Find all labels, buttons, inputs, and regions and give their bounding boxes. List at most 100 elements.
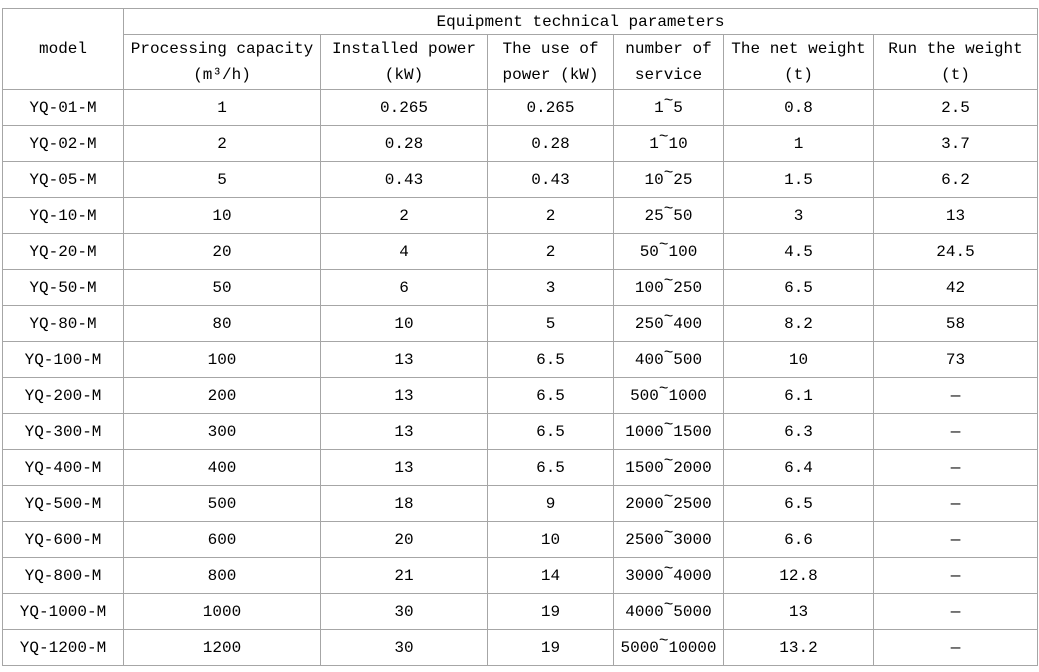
tilde: ~ [663, 199, 674, 218]
tilde: ~ [663, 91, 674, 110]
value-cell: 6.5 [723, 269, 874, 306]
value-cell: 13 [723, 593, 874, 630]
table-row: YQ-20-M 20 4 2 50~100 4.5 24.5 [2, 233, 1039, 270]
value-cell: 6.4 [723, 449, 874, 486]
value-cell: — [872, 485, 1039, 522]
value-cell: 2000~2500 [613, 485, 724, 522]
value-cell: 58 [872, 305, 1039, 342]
value-cell: 300 [123, 413, 321, 450]
value-cell: 5 [123, 161, 321, 198]
tilde: ~ [658, 379, 669, 398]
value-cell: 25~50 [613, 197, 724, 234]
table-row: YQ-05-M 5 0.43 0.43 10~25 1.5 6.2 [2, 161, 1039, 198]
model-cell: YQ-600-M [2, 521, 124, 558]
model-cell: YQ-1200-M [2, 629, 124, 666]
table-row: YQ-300-M 300 13 6.5 1000~1500 6.3— [2, 413, 1039, 450]
value-cell: 4000~5000 [613, 593, 724, 630]
value-cell: 1 [123, 89, 321, 126]
tilde: ~ [658, 235, 669, 254]
value-cell: 6.1 [723, 377, 874, 414]
value-cell: 30 [320, 593, 488, 630]
tilde: ~ [663, 523, 674, 542]
table-row: YQ-400-M 400 13 6.5 1500~2000 6.4— [2, 449, 1039, 486]
header-line-1: The use of [502, 40, 599, 58]
tilde: ~ [663, 595, 674, 614]
model-cell: YQ-800-M [2, 557, 124, 594]
table-row: YQ-500-M 500 18 9 2000~2500 6.5— [2, 485, 1039, 522]
table-title: Equipment technical parameters [122, 8, 1039, 35]
value-cell: 2 [320, 197, 488, 234]
value-cell: — [872, 413, 1039, 450]
value-cell: 42 [872, 269, 1039, 306]
value-cell: 13 [320, 377, 488, 414]
value-cell: 200 [123, 377, 321, 414]
value-cell: 1500~2000 [613, 449, 724, 486]
value-cell: 6.5 [487, 341, 614, 378]
tilde: ~ [663, 343, 674, 362]
table-row: YQ-800-M 800 21 14 3000~4000 12.8— [2, 557, 1039, 594]
value-cell: 0.28 [320, 125, 488, 162]
value-cell: 6.6 [723, 521, 874, 558]
model-cell: YQ-50-M [2, 269, 124, 306]
value-cell: 6 [320, 269, 488, 306]
value-cell: — [872, 449, 1039, 486]
table-row: YQ-100-M 100 13 6.5 400~500 10 73 [2, 341, 1039, 378]
table-row: YQ-50-M 50 6 3 100~250 6.5 42 [2, 269, 1039, 306]
value-cell: 100~250 [613, 269, 724, 306]
value-cell: 19 [487, 629, 614, 666]
value-cell: 2500~3000 [613, 521, 724, 558]
value-cell: 6.3 [723, 413, 874, 450]
model-cell: YQ-1000-M [2, 593, 124, 630]
header-line-2: (t) [784, 66, 813, 84]
title-row: model Equipment technical parameters [2, 8, 1039, 90]
value-cell: 3.7 [872, 125, 1039, 162]
value-cell: 14 [487, 557, 614, 594]
model-cell: YQ-100-M [2, 341, 124, 378]
value-cell: 1200 [123, 629, 321, 666]
value-cell: 9 [487, 485, 614, 522]
value-cell: 10 [487, 521, 614, 558]
header-line-1: number of [625, 40, 712, 58]
value-cell: 1000~1500 [613, 413, 724, 450]
table-row: YQ-200-M 200 13 6.5 500~1000 6.1— [2, 377, 1039, 414]
column-header-2: Installed power (kW) [320, 34, 488, 90]
value-cell: 3 [487, 269, 614, 306]
value-cell: — [872, 629, 1039, 666]
value-cell: 1~5 [613, 89, 724, 126]
table-row: YQ-10-M 10 2 2 25~50 3 13 [2, 197, 1039, 234]
value-cell: — [872, 521, 1039, 558]
subheader-row: Processing capacity (m³/h) Installed power… [3, 34, 1039, 90]
value-cell: 4 [320, 233, 488, 270]
model-cell: YQ-300-M [2, 413, 124, 450]
value-cell: 10~25 [613, 161, 724, 198]
header-line-1: Run the weight [888, 40, 1023, 58]
value-cell: 30 [320, 629, 488, 666]
model-cell: YQ-200-M [2, 377, 124, 414]
value-cell: 3000~4000 [613, 557, 724, 594]
column-header-3: The use of power (kW) [487, 34, 614, 90]
value-cell: 10 [320, 305, 488, 342]
value-cell: 24.5 [872, 233, 1039, 270]
header-line-2: service [634, 66, 703, 84]
value-cell: 3 [723, 197, 874, 234]
table-body: YQ-01-M 1 0.265 0.265 1~5 0.8 2.5 YQ-02-M 2 0.28 0… [2, 89, 1039, 666]
value-cell: 100 [123, 341, 321, 378]
tilde: ~ [663, 487, 674, 506]
value-cell: 0.43 [320, 161, 488, 198]
value-cell: 10 [123, 197, 321, 234]
value-cell: 6.5 [487, 413, 614, 450]
value-cell: 1000 [123, 593, 321, 630]
value-cell: 8.2 [723, 305, 874, 342]
column-header-5: The net weight (t) [723, 34, 874, 90]
value-cell: 400~500 [613, 341, 724, 378]
table-row: YQ-1200-M 1200 30 19 5000~10000 13.2— [2, 629, 1039, 666]
value-cell: — [872, 557, 1039, 594]
model-column-header: model [2, 8, 124, 90]
value-cell: 50~100 [613, 233, 724, 270]
value-cell: 2 [123, 125, 321, 162]
header-line-2: power (kW) [502, 66, 599, 84]
value-cell: 13 [320, 449, 488, 486]
header-line-1: The net weight [731, 40, 866, 58]
value-cell: 21 [320, 557, 488, 594]
value-cell: 2 [487, 233, 614, 270]
